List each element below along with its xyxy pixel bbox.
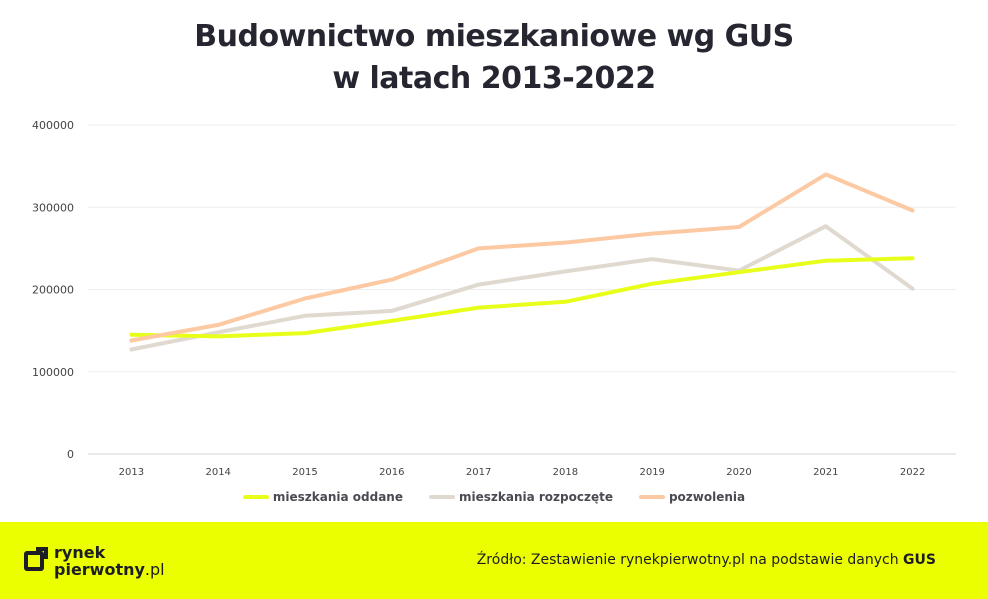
legend-item: pozwolenia [638,490,746,504]
logo-mark-icon [24,547,48,571]
x-tick-label: 2022 [900,467,925,478]
brand-logo[interactable]: rynek pierwotny.pl [24,544,165,578]
chart-title-line-1: Budownictwo mieszkaniowe wg GUS [194,19,794,54]
source-text: Źródło: Zestawienie rynekpierwotny.pl na… [476,552,904,568]
chart-legend: mieszkania oddane mieszkania rozpoczęte po… [0,490,988,504]
source-note: Źródło: Zestawienie rynekpierwotny.pl na… [477,552,936,568]
series-line-mieszkania-oddane [129,256,915,339]
legend-swatch [242,495,269,499]
series-line-pozwolenia [129,172,915,343]
x-tick-label: 2014 [205,467,230,478]
logo-line-2-suffix: .pl [144,560,165,579]
y-tick-label: 100000 [32,366,74,379]
legend-item: mieszkania rozpoczęte [428,490,613,504]
x-tick-label: 2018 [553,467,578,478]
legend-label: mieszkania oddane [272,490,403,504]
source-bold: GUS [903,552,936,568]
x-tick-label: 2015 [292,467,317,478]
x-tick-label: 2013 [119,467,144,478]
x-tick-label: 2017 [466,467,491,478]
chart-title-line-2: w latach 2013-2022 [332,61,656,96]
y-tick-label: 0 [67,448,74,461]
x-tick-label: 2021 [813,467,838,478]
y-tick-label: 300000 [32,201,74,214]
x-tick-label: 2020 [726,467,751,478]
y-tick-label: 400000 [32,119,74,132]
legend-item: mieszkania oddane [242,490,403,504]
logo-line-1: rynek [54,543,106,562]
legend-swatch [638,495,665,499]
line-chart: 0 100000 200000 300000 400000 2013 2014 2015 201… [32,119,956,478]
legend-swatch [428,495,455,499]
chart-title: Budownictwo mieszkaniowe wg GUS w latach… [0,16,988,100]
y-tick-label: 200000 [32,284,74,297]
legend-label: mieszkania rozpoczęte [458,490,613,504]
logo-line-2-bold: pierwotny [54,560,145,579]
logo-text: rynek pierwotny.pl [54,544,165,578]
series-line-mieszkania-rozpoczęte [129,224,915,352]
legend-label: pozwolenia [668,490,746,504]
footer-bar: rynek pierwotny.pl Źródło: Zestawienie r… [0,522,988,599]
x-tick-label: 2016 [379,467,404,478]
x-tick-label: 2019 [639,467,664,478]
